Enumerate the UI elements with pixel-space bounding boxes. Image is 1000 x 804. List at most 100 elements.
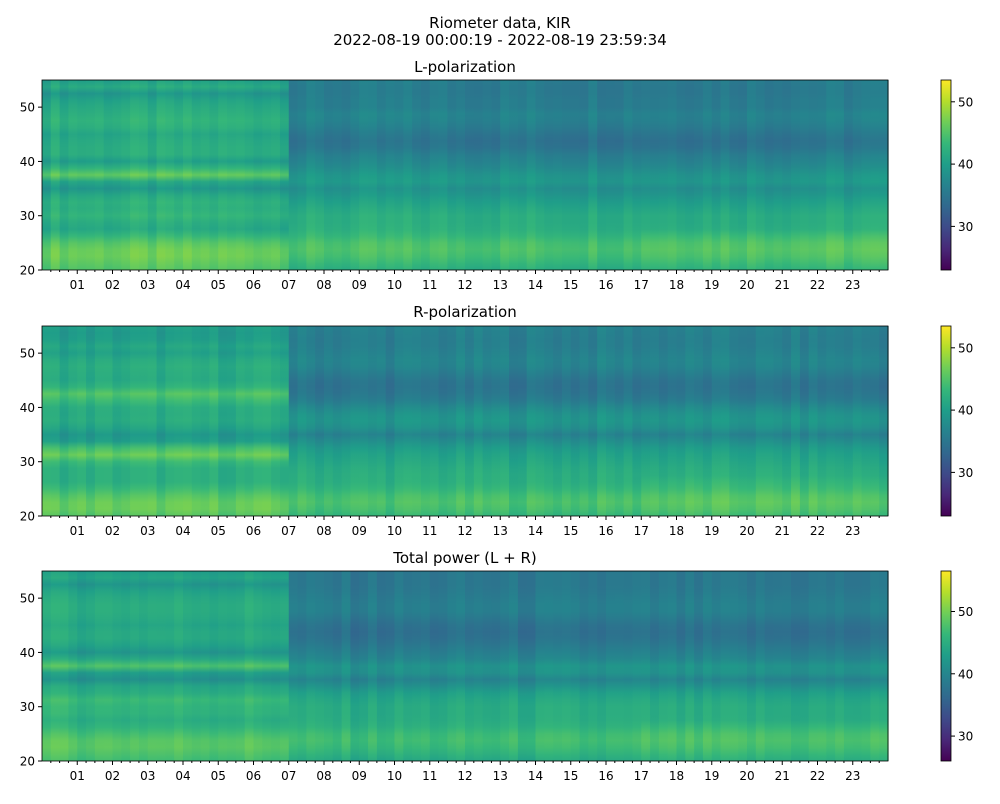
heatmap-column xyxy=(412,571,422,761)
heatmap-column xyxy=(262,571,272,761)
x-tick-label: 08 xyxy=(316,278,331,292)
heatmap-column xyxy=(782,80,792,270)
heatmap-column xyxy=(385,571,396,761)
colorbar-tick-label: 30 xyxy=(958,730,973,744)
heatmap-column xyxy=(130,571,140,761)
heatmap-column xyxy=(297,571,307,761)
heatmap-column xyxy=(385,326,396,516)
heatmap-column xyxy=(694,571,704,761)
heatmap-column xyxy=(271,80,281,270)
heatmap-column xyxy=(121,571,131,761)
heatmap-column xyxy=(165,571,175,761)
heatmap-column xyxy=(42,571,52,761)
heatmap-column xyxy=(130,326,140,516)
heatmap-column xyxy=(632,80,642,270)
heatmap-column xyxy=(77,326,87,516)
x-tick-label: 19 xyxy=(704,769,719,783)
panel-r-polarization: R-polarization 01 02 03 04 05 06 07 08 09 10 11 12 1… xyxy=(20,303,974,538)
heatmap-column xyxy=(341,571,352,761)
colorbar-gradient xyxy=(940,79,952,271)
heatmap-column xyxy=(570,326,581,516)
heatmap-column xyxy=(403,326,413,516)
heatmap-column xyxy=(315,80,325,270)
y-tick-label: 50 xyxy=(20,347,35,361)
heatmap-column xyxy=(747,80,757,270)
x-tick-label: 04 xyxy=(175,524,190,538)
x-tick-label: 05 xyxy=(211,278,226,292)
heatmap-column xyxy=(403,571,413,761)
heatmap-column xyxy=(156,80,166,270)
heatmap-column xyxy=(350,80,360,270)
heatmap-column xyxy=(456,571,466,761)
heatmap-column xyxy=(438,571,448,761)
heatmap-column xyxy=(332,571,343,761)
heatmap-cells xyxy=(42,326,889,516)
heatmap-column xyxy=(473,80,484,270)
heatmap-column xyxy=(685,80,695,270)
heatmap-column xyxy=(156,571,166,761)
heatmap-column xyxy=(817,326,827,516)
heatmap-column xyxy=(332,326,343,516)
x-tick-label: 04 xyxy=(175,278,190,292)
heatmap-column xyxy=(597,80,607,270)
heatmap-column xyxy=(244,326,255,516)
x-tick-label: 20 xyxy=(739,769,754,783)
heatmap-column xyxy=(183,326,193,516)
heatmap-column xyxy=(103,80,114,270)
heatmap-column xyxy=(773,571,783,761)
heatmap-column xyxy=(517,80,528,270)
x-tick-label: 11 xyxy=(422,278,437,292)
heatmap-column xyxy=(174,326,184,516)
heatmap-column xyxy=(306,80,316,270)
heatmap-column xyxy=(341,326,352,516)
heatmap-column xyxy=(597,326,607,516)
heatmap-column xyxy=(791,571,801,761)
heatmap-column xyxy=(368,571,378,761)
heatmap-column xyxy=(429,80,440,270)
heatmap-column xyxy=(235,571,246,761)
heatmap-column xyxy=(429,571,440,761)
heatmap-column xyxy=(262,80,272,270)
x-tick-label: 10 xyxy=(387,769,402,783)
x-tick-label: 13 xyxy=(493,769,508,783)
heatmap-column xyxy=(526,80,537,270)
heatmap-column xyxy=(738,571,748,761)
heatmap-column xyxy=(174,571,184,761)
heatmap-column xyxy=(279,571,290,761)
heatmap-column xyxy=(720,571,730,761)
heatmap-column xyxy=(702,80,713,270)
heatmap-column xyxy=(68,326,78,516)
y-tick-label: 30 xyxy=(20,455,35,469)
heatmap-column xyxy=(491,571,501,761)
x-tick-label: 14 xyxy=(528,524,543,538)
heatmap-column xyxy=(773,80,783,270)
panel-title: Total power (L + R) xyxy=(392,549,537,567)
heatmap-column xyxy=(465,571,475,761)
x-tick-label: 06 xyxy=(246,278,261,292)
heatmap-column xyxy=(244,80,255,270)
heatmap-column xyxy=(861,326,871,516)
heatmap-column xyxy=(826,571,836,761)
y-tick-label: 20 xyxy=(20,755,35,769)
heatmap-column xyxy=(747,571,757,761)
heatmap-column xyxy=(509,326,519,516)
heatmap-column xyxy=(315,326,325,516)
x-tick-label: 14 xyxy=(528,278,543,292)
colorbar-tick-label: 40 xyxy=(958,158,973,172)
heatmap-column xyxy=(782,571,792,761)
heatmap-column xyxy=(570,571,581,761)
heatmap-column xyxy=(376,326,387,516)
heatmap-column xyxy=(209,80,219,270)
panel-total-power: Total power (L + R) 01 02 03 04 05 06 07 08 09 10… xyxy=(20,549,974,783)
heatmap-column xyxy=(200,326,211,516)
heatmap-column xyxy=(826,80,836,270)
x-tick-label: 23 xyxy=(845,524,860,538)
heatmap-column xyxy=(332,80,343,270)
heatmap-column xyxy=(68,80,78,270)
y-tick-label: 30 xyxy=(20,209,35,223)
heatmap-column xyxy=(588,80,598,270)
heatmap-column xyxy=(852,80,863,270)
heatmap-column xyxy=(112,80,122,270)
x-tick-label: 02 xyxy=(105,769,120,783)
heatmap-column xyxy=(235,80,246,270)
